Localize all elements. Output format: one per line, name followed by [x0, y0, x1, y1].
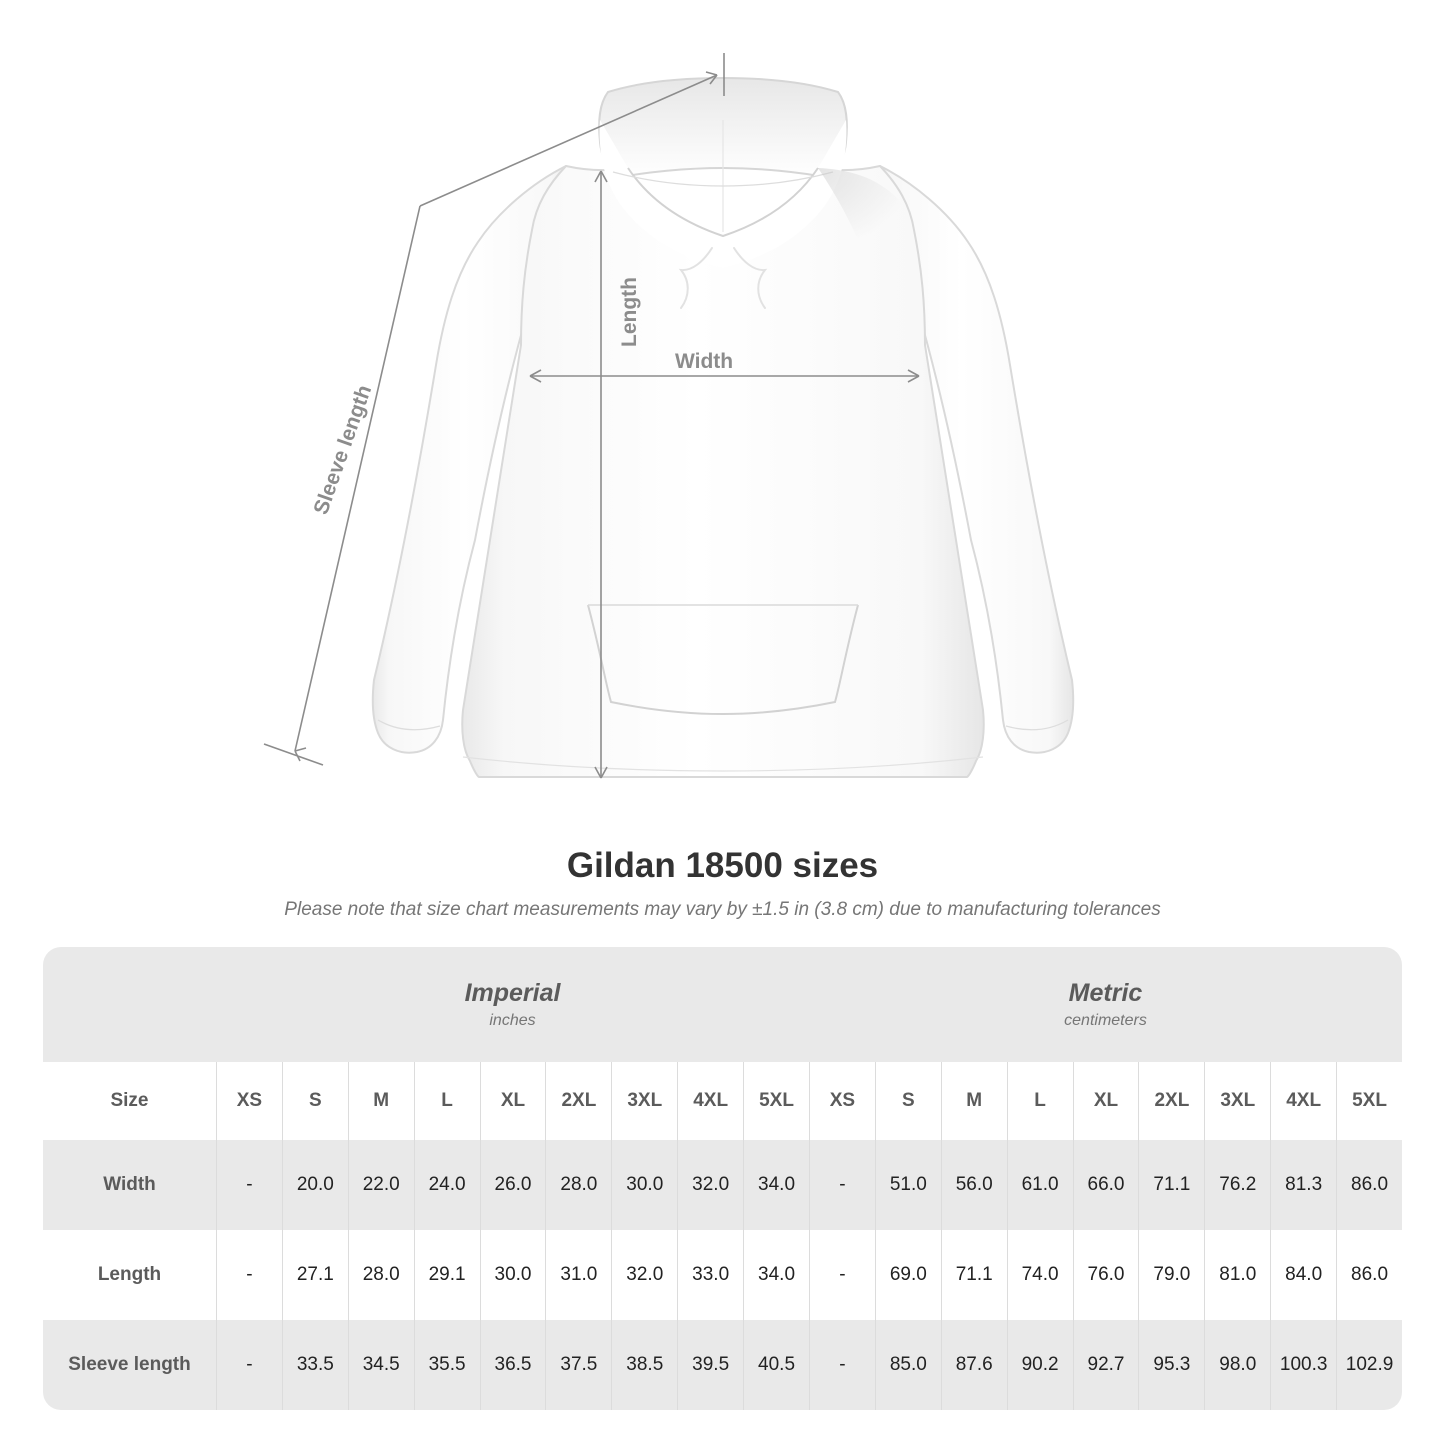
svg-text:Length: Length: [618, 277, 641, 347]
svg-text:Width: Width: [675, 350, 733, 373]
svg-text:Sleeve length: Sleeve length: [309, 382, 376, 517]
